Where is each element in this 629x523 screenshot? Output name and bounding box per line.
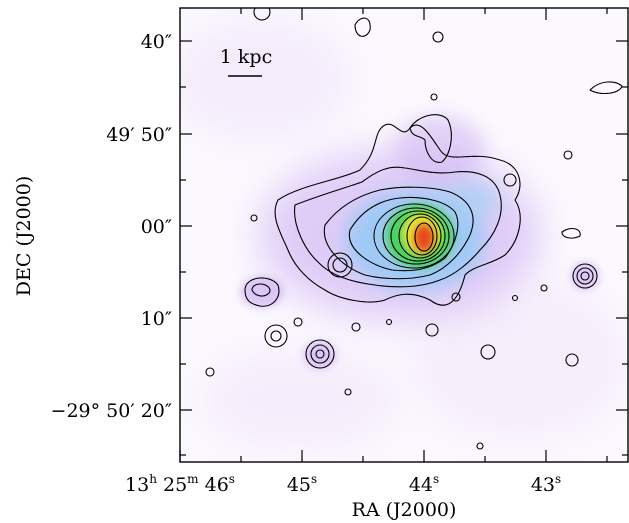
ra-tick-label: 44s [409,472,439,496]
ra-tick-label: 43s [531,472,561,496]
y-axis-label: DEC (J2000) [13,176,35,296]
dec-tick-label: 40″ [141,31,172,53]
tick-marks [179,8,628,462]
x-axis-label: RA (J2000) [352,499,457,521]
dec-tick-label: 00″ [141,216,172,238]
dec-tick-label: 49′ 50″ [106,124,172,146]
scale-bar: 1 kpc [220,46,272,77]
scale-bar-label: 1 kpc [220,46,272,68]
ra-tick-label-first: 13h 25m 46s [125,472,235,496]
dec-tick-labels: 40″ 49′ 50″ 00″ 10″ −29° 50′ 20″ [51,31,172,422]
ra-tick-labels: 13h 25m 46s 45s 44s 43s [125,472,561,496]
plot-frame [179,7,629,463]
dec-tick-label: −29° 50′ 20″ [51,400,172,422]
contour-lines [205,8,623,450]
ra-tick-label: 45s [287,472,317,496]
dec-tick-label: 10″ [141,308,172,330]
